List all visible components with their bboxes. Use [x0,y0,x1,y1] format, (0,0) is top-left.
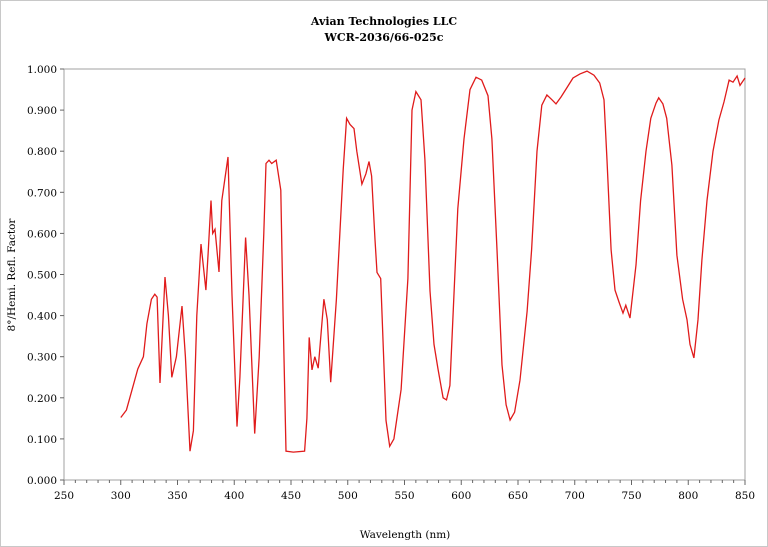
y-tick-label: 0.100 [27,434,57,446]
y-tick-label: 0.500 [27,270,57,282]
x-axis-label: Wavelength (nm) [360,529,451,541]
x-tick-label: 850 [735,490,755,502]
y-tick-label: 0.800 [27,146,57,158]
y-tick-label: 0.200 [27,393,57,405]
x-tick-label: 400 [224,490,244,502]
x-tick-label: 700 [565,490,585,502]
x-tick-label: 350 [167,490,187,502]
reflectance-line [120,70,746,453]
x-tick-label: 600 [451,490,471,502]
y-axis-label: 8°/Hemi. Refl. Factor [6,218,18,332]
y-tick-label: 0.700 [27,187,57,199]
x-tick-label: 500 [338,490,358,502]
y-tick-label: 0.300 [27,352,57,364]
x-tick-label: 250 [54,490,74,502]
x-tick-label: 650 [508,490,528,502]
x-tick-label: 300 [111,490,131,502]
y-tick-label: 0.900 [27,105,57,117]
y-tick-label: 1.000 [27,64,57,76]
y-tick-label: 0.400 [27,311,57,323]
x-tick-label: 750 [621,490,641,502]
x-tick-label: 550 [394,490,414,502]
y-tick-label: 0.000 [27,475,57,487]
x-tick-label: 450 [281,490,301,502]
chart-subtitle: WCR-2036/66-025c [324,31,444,44]
x-tick-label: 800 [678,490,698,502]
y-tick-label: 0.600 [27,228,57,240]
plot-area [63,68,746,481]
chart-title: Avian Technologies LLC [310,15,458,28]
